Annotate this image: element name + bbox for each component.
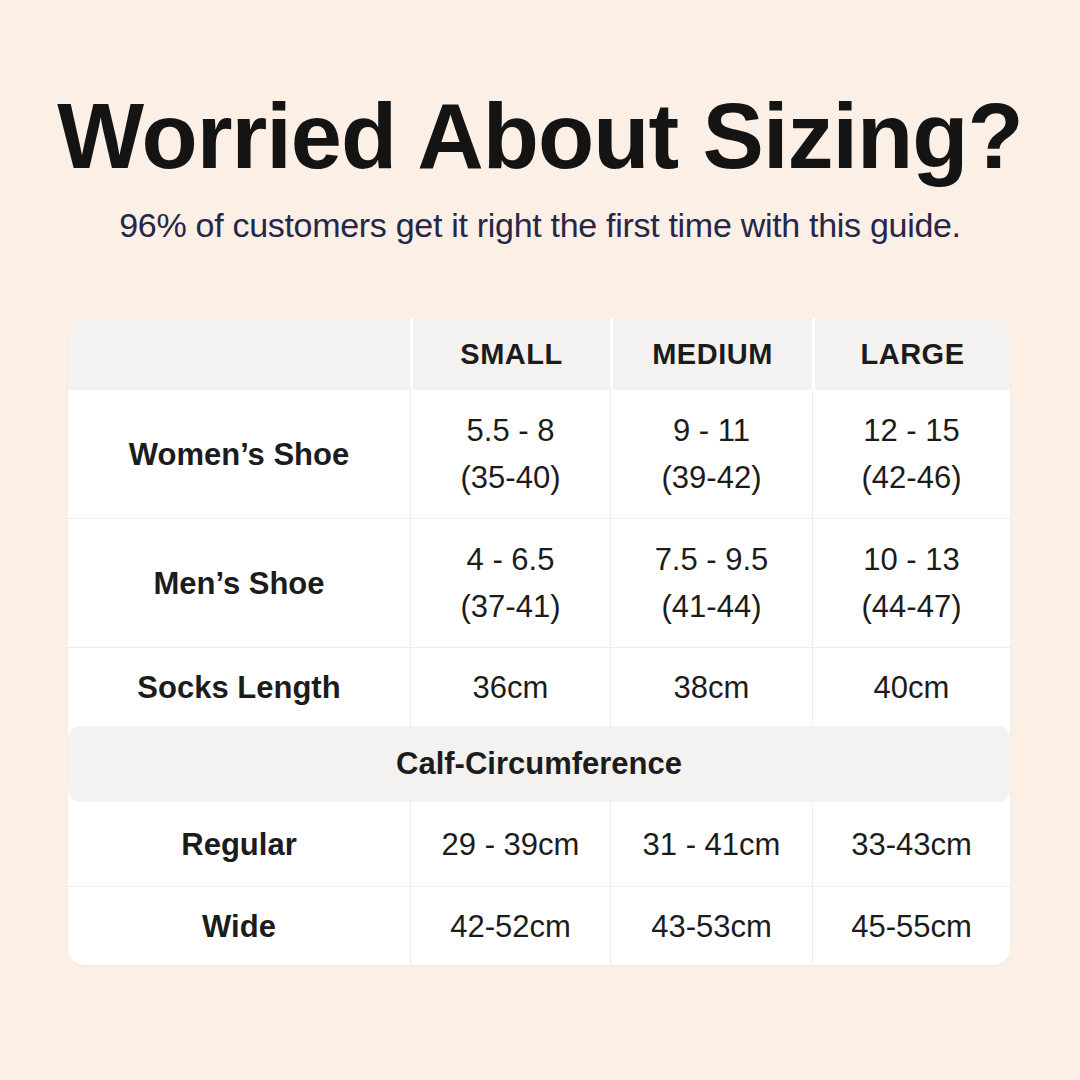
- value-line: 9 - 11: [673, 407, 750, 454]
- cell-socks-medium: 38cm: [610, 648, 812, 726]
- row-label: Wide: [68, 887, 410, 965]
- row-label: Regular: [68, 802, 410, 886]
- value-line: (37-41): [461, 583, 561, 630]
- cell-wide-large: 45-55cm: [812, 887, 1010, 965]
- page-subtitle: 96% of customers get it right the first …: [0, 206, 1080, 245]
- value-line: (41-44): [662, 583, 762, 630]
- cell-mens-small: 4 - 6.5 (37-41): [410, 519, 610, 647]
- cell-regular-small: 29 - 39cm: [410, 802, 610, 886]
- table-row-wide: Wide 42-52cm 43-53cm 45-55cm: [68, 886, 1010, 965]
- value-line: (42-46): [862, 454, 962, 501]
- value-line: 5.5 - 8: [467, 407, 555, 454]
- value-line: (44-47): [862, 583, 962, 630]
- value-line: 10 - 13: [863, 536, 960, 583]
- page-title: Worried About Sizing?: [0, 84, 1080, 189]
- header-cell-empty: [68, 318, 410, 390]
- cell-mens-medium: 7.5 - 9.5 (41-44): [610, 519, 812, 647]
- cell-womens-small: 5.5 - 8 (35-40): [410, 390, 610, 518]
- value-line: 40cm: [874, 664, 950, 711]
- cell-mens-large: 10 - 13 (44-47): [812, 519, 1010, 647]
- value-line: 36cm: [473, 664, 549, 711]
- value-line: (39-42): [662, 454, 762, 501]
- cell-regular-medium: 31 - 41cm: [610, 802, 812, 886]
- size-chart-table: SMALL MEDIUM LARGE Women’s Shoe 5.5 - 8 …: [68, 318, 1010, 965]
- cell-womens-medium: 9 - 11 (39-42): [610, 390, 812, 518]
- value-line: 38cm: [674, 664, 750, 711]
- cell-socks-large: 40cm: [812, 648, 1010, 726]
- row-label: Socks Length: [68, 648, 410, 726]
- table-row-womens-shoe: Women’s Shoe 5.5 - 8 (35-40) 9 - 11 (39-…: [68, 390, 1010, 518]
- table-header-row: SMALL MEDIUM LARGE: [68, 318, 1010, 390]
- header-cell-medium: MEDIUM: [610, 318, 812, 390]
- row-label: Men’s Shoe: [68, 519, 410, 647]
- cell-socks-small: 36cm: [410, 648, 610, 726]
- cell-wide-small: 42-52cm: [410, 887, 610, 965]
- sizing-guide-page: { "page": { "background_color": "#fcefe6…: [0, 0, 1080, 1080]
- cell-womens-large: 12 - 15 (42-46): [812, 390, 1010, 518]
- value-line: (35-40): [461, 454, 561, 501]
- table-row-regular: Regular 29 - 39cm 31 - 41cm 33-43cm: [68, 802, 1010, 886]
- cell-wide-medium: 43-53cm: [610, 887, 812, 965]
- value-line: 12 - 15: [863, 407, 960, 454]
- table-row-mens-shoe: Men’s Shoe 4 - 6.5 (37-41) 7.5 - 9.5 (41…: [68, 518, 1010, 647]
- value-line: 4 - 6.5: [467, 536, 555, 583]
- header-cell-large: LARGE: [812, 318, 1010, 390]
- row-label: Women’s Shoe: [68, 390, 410, 518]
- section-header-calf-circumference: Calf-Circumference: [68, 726, 1010, 802]
- cell-regular-large: 33-43cm: [812, 802, 1010, 886]
- table-row-socks-length: Socks Length 36cm 38cm 40cm: [68, 647, 1010, 726]
- value-line: 7.5 - 9.5: [655, 536, 769, 583]
- header-cell-small: SMALL: [410, 318, 610, 390]
